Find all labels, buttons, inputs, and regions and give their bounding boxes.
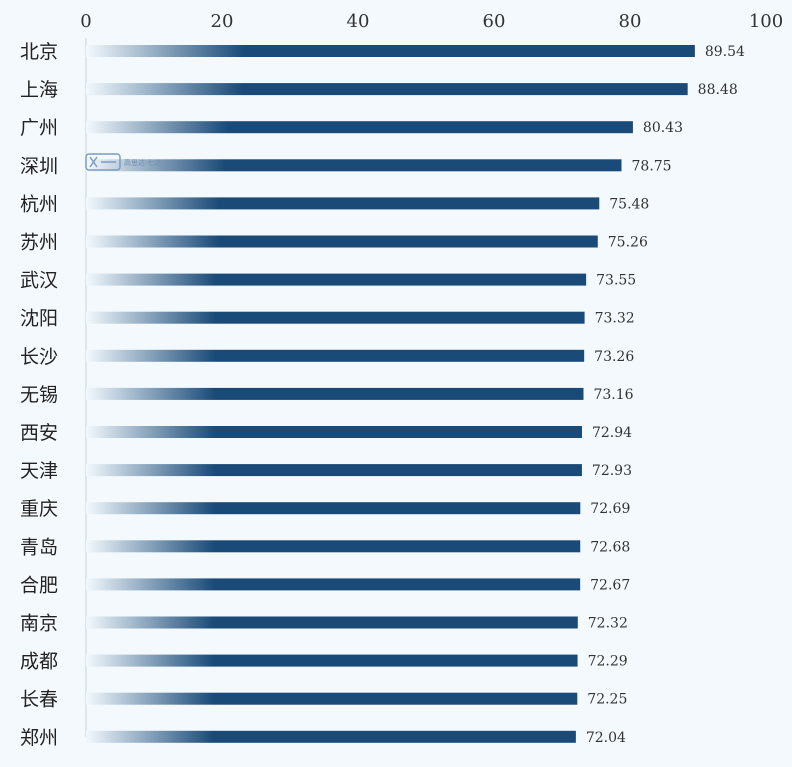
value-label: 72.69 <box>590 501 630 517</box>
bar <box>86 654 578 667</box>
category-label: 长沙 <box>20 346 58 368</box>
bar <box>86 121 633 134</box>
value-label: 75.48 <box>609 196 649 212</box>
category-label: 西安 <box>20 422 58 444</box>
value-label: 80.43 <box>643 120 683 136</box>
x-tick-label: 100 <box>749 11 783 32</box>
category-label: 武汉 <box>20 270 58 292</box>
category-label: 天津 <box>20 460 58 482</box>
watermark-text: 高思达·七达 <box>124 158 161 167</box>
value-label: 78.75 <box>632 158 672 174</box>
bar <box>86 692 578 705</box>
category-label: 北京 <box>20 41 58 63</box>
bar <box>86 197 600 210</box>
category-label: 杭州 <box>20 193 58 215</box>
watermark-mark <box>89 156 116 168</box>
x-tick-label: 60 <box>483 11 506 32</box>
category-label: 郑州 <box>20 727 58 749</box>
value-label: 88.48 <box>698 82 738 98</box>
value-label: 73.55 <box>596 273 636 289</box>
value-label: 72.29 <box>588 654 628 670</box>
value-label: 72.04 <box>586 730 626 746</box>
category-label: 深圳 <box>20 155 58 177</box>
category-label: 长春 <box>20 689 58 711</box>
watermark-logo: 高思达·七达 <box>85 153 161 171</box>
value-label: 72.67 <box>590 577 630 593</box>
x-tick-label: 20 <box>211 11 234 32</box>
bar <box>86 387 584 400</box>
value-label: 72.68 <box>590 539 630 555</box>
bar <box>86 502 581 515</box>
value-label: 73.26 <box>594 349 634 365</box>
bar <box>86 578 581 591</box>
x-tick-label: 40 <box>347 11 370 32</box>
bar <box>86 349 585 362</box>
value-label: 75.26 <box>608 235 648 251</box>
category-label: 上海 <box>20 79 58 101</box>
bar <box>86 45 695 57</box>
bar <box>86 730 576 743</box>
x-axis-ticks: 0 20 40 60 80 100 <box>80 11 783 32</box>
category-label: 广州 <box>20 117 58 139</box>
bars <box>86 45 695 743</box>
value-labels: 89.54 88.48 80.43 78.75 75.48 75.26 73.55 73.32… <box>586 44 745 746</box>
bar <box>86 273 587 286</box>
category-label: 苏州 <box>20 232 58 254</box>
value-label: 72.32 <box>588 616 628 632</box>
value-label: 72.94 <box>592 425 632 441</box>
x-tick-label: 80 <box>619 11 642 32</box>
bar <box>86 616 578 629</box>
value-label: 72.93 <box>592 463 632 479</box>
value-label: 73.16 <box>593 387 633 403</box>
category-label: 南京 <box>20 613 58 635</box>
value-label: 89.54 <box>705 44 745 60</box>
bar <box>86 235 598 248</box>
category-label: 成都 <box>20 651 58 673</box>
bar <box>86 83 688 96</box>
bar <box>86 311 585 324</box>
category-label: 合肥 <box>20 574 58 596</box>
value-label: 72.25 <box>587 692 627 708</box>
bar <box>86 159 622 172</box>
category-label: 重庆 <box>20 498 58 520</box>
x-tick-label: 0 <box>80 11 91 32</box>
category-label: 沈阳 <box>20 308 58 330</box>
bar <box>86 540 581 553</box>
value-label: 73.32 <box>595 311 635 327</box>
category-label: 无锡 <box>20 384 58 406</box>
watermark-box <box>85 153 121 171</box>
bar <box>86 426 582 438</box>
bar <box>86 464 582 477</box>
category-label: 青岛 <box>20 536 58 558</box>
